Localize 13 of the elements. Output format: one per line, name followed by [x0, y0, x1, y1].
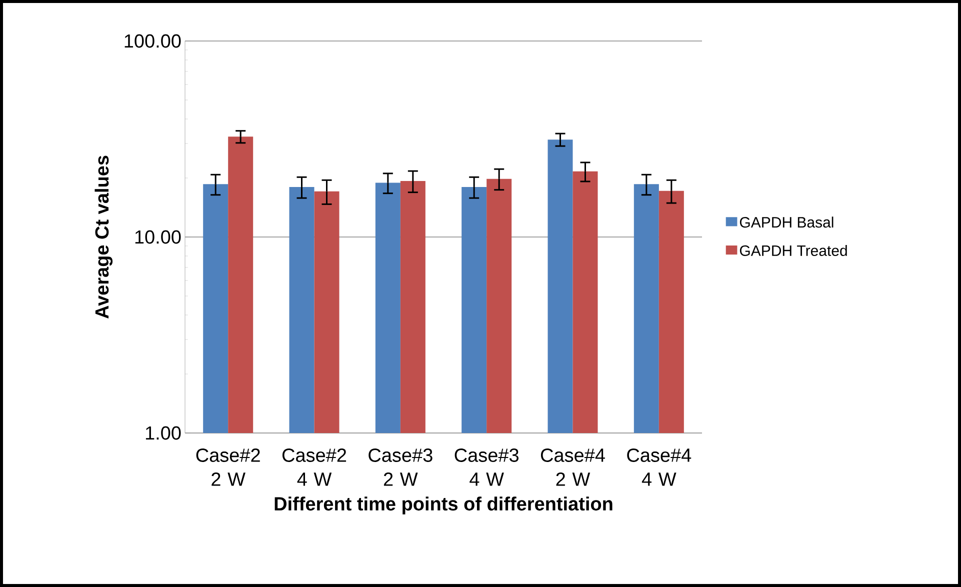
- x-tick-label: Case#3 2 W: [368, 448, 432, 486]
- x-axis-title: Different time points of differentiation: [274, 496, 612, 514]
- y-tick-label: 100.00: [124, 34, 181, 48]
- x-tick-label: Case#2 4 W: [282, 448, 346, 486]
- legend-label: GAPDH Treated: [740, 244, 847, 256]
- y-axis-title: Average Ct values: [94, 156, 113, 319]
- legend-label: GAPDH Basal: [740, 216, 834, 228]
- y-tick-label: 1.00: [146, 426, 181, 440]
- x-tick-label: Case#4 4 W: [627, 448, 692, 486]
- y-tick-label: 10.00: [135, 230, 181, 244]
- x-tick-label: Case#4 2 W: [540, 448, 605, 486]
- x-tick-label: Case#3 4 W: [454, 448, 518, 486]
- x-tick-label: Case#2 2 W: [196, 448, 260, 486]
